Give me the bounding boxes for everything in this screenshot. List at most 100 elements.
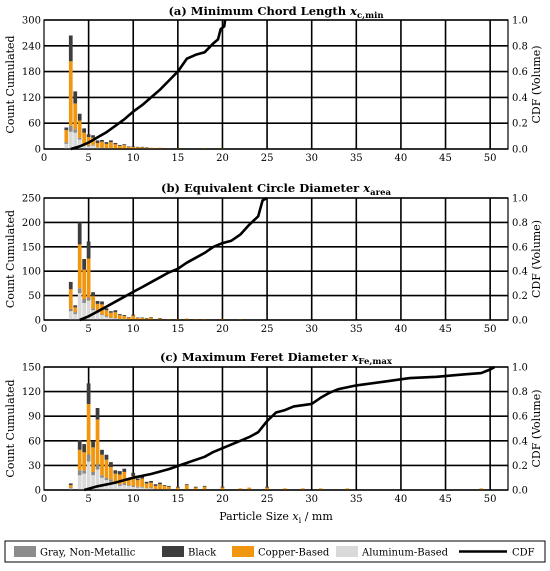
bar-black — [86, 134, 91, 137]
bar-copper — [113, 312, 118, 319]
bar-copper — [109, 467, 113, 480]
y2-tick-label: 1.0 — [512, 194, 528, 205]
y2-tick-label: 1.0 — [512, 16, 528, 27]
bar-copper — [167, 486, 171, 490]
bar-copper — [144, 147, 149, 149]
y2-tick-label: 0.4 — [512, 436, 528, 447]
bar-copper — [345, 488, 350, 490]
bar-gray — [100, 475, 104, 478]
bar-gray — [100, 147, 104, 149]
bar-black — [91, 440, 95, 448]
bar-copper — [126, 480, 131, 486]
bar-aluminum — [131, 486, 136, 490]
bar-copper — [131, 476, 136, 486]
bar-aluminum — [100, 315, 104, 320]
bar-gray — [100, 314, 104, 316]
bar-aluminum — [113, 483, 118, 490]
x-tick-label: 35 — [350, 153, 363, 164]
bar-black — [91, 135, 95, 138]
bar-black — [82, 128, 87, 133]
bar-copper — [184, 318, 189, 320]
bar-copper — [238, 488, 243, 490]
legend-frame — [4, 540, 546, 563]
bar-copper — [149, 147, 153, 149]
y2-tick-label: 0.2 — [512, 291, 528, 302]
bar-gray — [91, 471, 95, 476]
bar-gray — [131, 485, 136, 487]
bar-black — [100, 301, 104, 305]
bar-black — [113, 310, 118, 313]
bar-gray — [104, 477, 109, 481]
cdf-line — [70, 19, 227, 151]
bar-aluminum — [144, 488, 149, 490]
y-tick-label: 60 — [28, 119, 41, 130]
bar-black — [149, 317, 153, 318]
bar-gray — [113, 318, 118, 319]
x-tick-label: 50 — [484, 153, 497, 164]
y2-tick-label: 0.8 — [512, 218, 528, 229]
chart-title: (c) Maximum Feret Diameter xFe,max — [160, 350, 393, 367]
x-tick-label: 5 — [85, 324, 91, 335]
bar-copper — [117, 474, 122, 485]
x-tick-label: 15 — [171, 324, 184, 335]
bar-black — [64, 127, 69, 131]
x-tick-label: 10 — [127, 494, 140, 505]
bar-copper — [479, 488, 484, 490]
bar-black — [220, 486, 225, 488]
bar-black — [86, 241, 91, 259]
x-tick-label: 20 — [216, 324, 229, 335]
x-tick-label: 20 — [216, 153, 229, 164]
bar-black — [109, 140, 113, 143]
bar-copper — [82, 452, 87, 471]
bar-gray — [73, 312, 78, 315]
x-tick-label: 0 — [41, 324, 47, 335]
bar-black — [117, 471, 122, 475]
bar-gray — [82, 470, 87, 474]
bar-gray — [117, 484, 122, 486]
x-tick-label: 45 — [439, 324, 452, 335]
bar-black — [140, 317, 145, 319]
x-tick-label: 15 — [171, 494, 184, 505]
bar-black — [100, 449, 104, 455]
y-tick-label: 0 — [35, 486, 41, 497]
bar-copper — [318, 488, 323, 490]
bar-copper — [104, 459, 109, 478]
bar-aluminum — [77, 293, 82, 320]
y2-tick-label: 0.0 — [512, 316, 528, 327]
bar-black — [73, 305, 78, 308]
x-tick-label: 30 — [305, 153, 318, 164]
bar-copper — [135, 318, 140, 320]
bar-copper — [175, 487, 180, 490]
y-tick-label: 60 — [28, 436, 41, 447]
bar-aluminum — [126, 485, 131, 490]
bar-copper — [77, 120, 82, 138]
bar-black — [131, 472, 136, 477]
bar-black — [104, 454, 109, 460]
bar-gray — [82, 299, 87, 303]
x-tick-label: 35 — [350, 494, 363, 505]
plot-frame — [43, 19, 509, 150]
x-tick-label: 50 — [484, 494, 497, 505]
bar-gray — [77, 288, 82, 294]
bar-black — [184, 484, 189, 486]
bar-gray — [68, 308, 73, 312]
bar-copper — [117, 315, 122, 320]
bar-gray — [104, 316, 109, 318]
x-tick-label: 30 — [305, 324, 318, 335]
x-tick-label: 25 — [261, 494, 274, 505]
bar-aluminum — [91, 475, 95, 490]
y2-tick-label: 1.0 — [512, 363, 528, 374]
y-tick-label: 240 — [22, 41, 41, 52]
legend-swatch-black — [162, 546, 184, 557]
bar-copper — [95, 142, 100, 148]
bar-copper — [77, 244, 82, 289]
chart-panel-3: (c) Maximum Feret Diameter xFe,max 0 5 10 15… — [4, 350, 543, 505]
bar-gray — [86, 297, 91, 301]
bar-copper — [135, 147, 140, 149]
y-tick-label: 30 — [28, 461, 41, 472]
y-tick-label: 90 — [28, 412, 41, 423]
y-tick-label: 120 — [22, 93, 41, 104]
legend-label-cdf: CDF — [512, 548, 535, 559]
bar-aluminum — [82, 302, 87, 320]
bar-black — [95, 140, 100, 143]
